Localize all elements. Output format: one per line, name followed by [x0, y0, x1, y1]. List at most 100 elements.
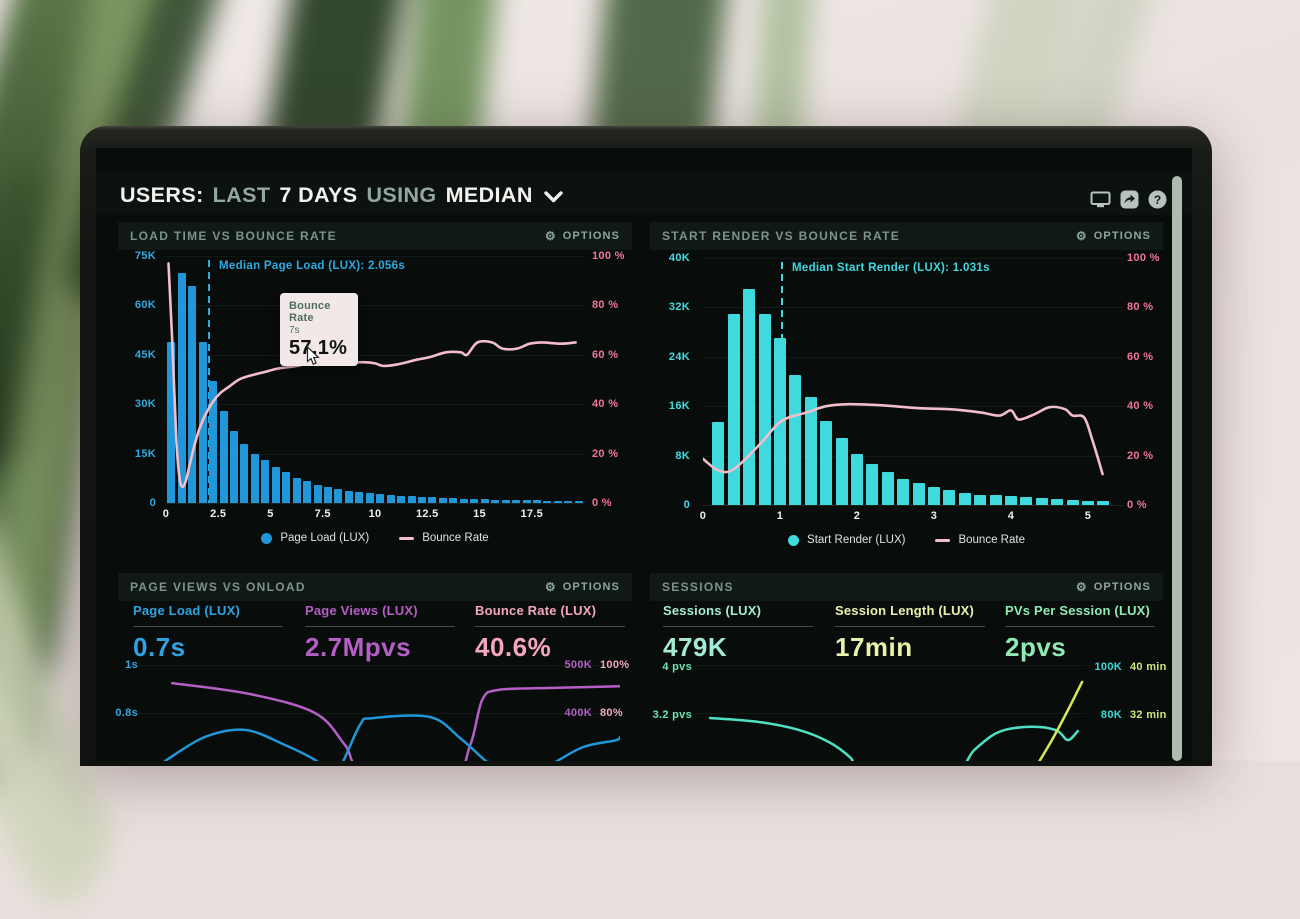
legend-item[interactable]: Bounce Rate [935, 534, 1025, 546]
y-left-tick: 60K [110, 299, 156, 312]
y-left-tick: 0 [646, 499, 690, 512]
y-left-tick: 75K [110, 250, 156, 263]
x-axis-tick: 5 [267, 508, 273, 521]
x-axis-tick: 0 [163, 508, 169, 521]
mini-line-chart [140, 648, 620, 761]
legend-item[interactable]: Page Load (LUX) [261, 532, 369, 544]
load-time-options-button[interactable]: ⚙ OPTIONS [545, 230, 620, 242]
mouse-cursor [306, 346, 321, 371]
metric-label: Bounce Rate (LUX) [475, 603, 596, 618]
legend-item[interactable]: Bounce Rate [399, 532, 489, 544]
panel-start-render-title: START RENDER VS BOUNCE RATE [662, 229, 900, 243]
y-left-tick: 15K [110, 448, 156, 461]
y-right-tick: 40 min [1130, 661, 1167, 674]
start-render-chart [703, 258, 1123, 505]
bounce-rate-line [703, 258, 1123, 505]
y-left-tick: 0.8s [104, 707, 138, 720]
x-axis-tick: 7.5 [315, 508, 331, 521]
y-left-tick: 1s [104, 659, 138, 672]
page-views-options-button[interactable]: ⚙ OPTIONS [545, 581, 620, 593]
metric-label: Session Length (LUX) [835, 603, 974, 618]
x-axis-tick: 15 [473, 508, 486, 521]
panel-load-time-header: LOAD TIME VS BOUNCE RATE ⚙ OPTIONS [118, 222, 632, 250]
metric-underline [835, 626, 985, 627]
panel-page-views-header: PAGE VIEWS VS ONLOAD ⚙ OPTIONS [118, 573, 632, 601]
legend-label: Start Render (LUX) [807, 534, 905, 546]
legend-label: Bounce Rate [422, 532, 489, 544]
share-icon[interactable] [1120, 190, 1139, 209]
y-right-tick: 0 % [1127, 499, 1147, 512]
x-axis-tick: 12.5 [416, 508, 439, 521]
title-median: MEDIAN [446, 183, 533, 208]
panel-load-time-title: LOAD TIME VS BOUNCE RATE [130, 229, 337, 243]
metric-label: Sessions (LUX) [663, 603, 761, 618]
x-axis-tick: 3 [931, 510, 937, 523]
gridline [166, 503, 584, 504]
y-right-tick: 40 % [1127, 400, 1153, 413]
chevron-down-icon [544, 184, 563, 209]
dashboard-screen: USERS: LAST 7 DAYS USING MEDIAN ? LOAD T… [96, 148, 1192, 761]
median-start-render-annotation: Median Start Render (LUX): 1.031s [792, 262, 990, 274]
metric-underline [305, 626, 455, 627]
y-right-tick: 100K [1090, 661, 1122, 674]
load-time-legend: Page Load (LUX) Bounce Rate [118, 532, 632, 544]
legend-label: Bounce Rate [958, 534, 1025, 546]
y-left-tick: 8K [646, 450, 690, 463]
y-left-tick: 30K [110, 398, 156, 411]
start-render-options-button[interactable]: ⚙ OPTIONS [1076, 230, 1151, 242]
bounce-rate-line [166, 256, 584, 503]
page-views-mini-chart [140, 648, 620, 761]
title-days: 7 DAYS [279, 183, 357, 208]
y-right-tick: 80% [600, 707, 623, 720]
y-right-tick: 20 % [592, 448, 618, 461]
gear-icon: ⚙ [545, 581, 557, 593]
x-axis-tick: 4 [1008, 510, 1014, 523]
y-right-tick: 80 % [592, 299, 618, 312]
display-icon[interactable] [1090, 191, 1111, 208]
options-label: OPTIONS [563, 230, 620, 242]
metric-underline [1005, 626, 1155, 627]
svg-text:?: ? [1154, 193, 1161, 207]
bounce-rate-line-marker [399, 537, 414, 540]
sessions-options-button[interactable]: ⚙ OPTIONS [1076, 581, 1151, 593]
bounce-rate-line-marker [935, 539, 950, 542]
y-right-tick: 60 % [1127, 351, 1153, 364]
legend-item[interactable]: Start Render (LUX) [788, 534, 905, 546]
help-icon[interactable]: ? [1148, 190, 1167, 209]
y-left-tick: 4 pvs [648, 661, 692, 674]
median-page-load-annotation: Median Page Load (LUX): 2.056s [219, 260, 405, 272]
y-left-tick: 32K [646, 301, 690, 314]
y-left-tick: 40K [646, 252, 690, 265]
gear-icon: ⚙ [1076, 581, 1088, 593]
y-right-tick: 80 % [1127, 301, 1153, 314]
metric-underline [663, 626, 813, 627]
x-axis-tick: 0 [700, 510, 706, 523]
start-render-dot-marker [788, 535, 799, 546]
page-title-dropdown[interactable]: USERS: LAST 7 DAYS USING MEDIAN [120, 182, 563, 209]
x-axis-tick: 1 [777, 510, 783, 523]
y-left-tick: 16K [646, 400, 690, 413]
y-right-tick: 400K [556, 707, 592, 720]
panel-start-render-header: START RENDER VS BOUNCE RATE ⚙ OPTIONS [650, 222, 1163, 250]
panel-page-views-title: PAGE VIEWS VS ONLOAD [130, 580, 306, 594]
page-load-dot-marker [261, 533, 272, 544]
y-right-tick: 100 % [592, 250, 625, 263]
start-render-legend: Start Render (LUX) Bounce Rate [650, 534, 1163, 546]
y-right-tick: 60 % [592, 349, 618, 362]
panel-sessions-header: SESSIONS ⚙ OPTIONS [650, 573, 1163, 601]
y-left-tick: 3.2 pvs [648, 709, 692, 722]
tooltip-title: Bounce Rate [289, 300, 350, 324]
gear-icon: ⚙ [545, 230, 557, 242]
title-using: USING [366, 183, 436, 208]
y-right-tick: 100 % [1127, 252, 1160, 265]
y-right-tick: 0 % [592, 497, 612, 510]
options-label: OPTIONS [563, 581, 620, 593]
x-axis-tick: 2 [854, 510, 860, 523]
y-right-tick: 20 % [1127, 450, 1153, 463]
sessions-mini-chart [694, 648, 1086, 761]
y-left-tick: 24K [646, 351, 690, 364]
metric-label: PVs Per Session (LUX) [1005, 603, 1150, 618]
scrollbar[interactable] [1172, 176, 1182, 761]
mini-line-chart [694, 648, 1086, 761]
y-left-tick: 0 [110, 497, 156, 510]
